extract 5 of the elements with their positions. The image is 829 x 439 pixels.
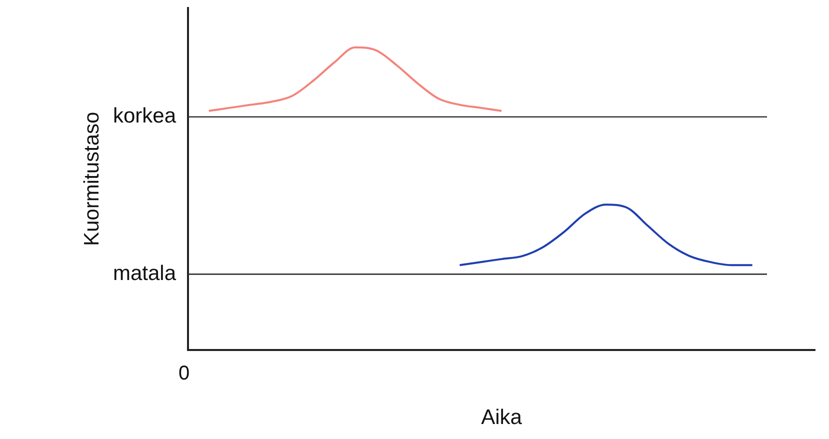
text: 0 xyxy=(178,362,190,384)
ref-line-label: korkea xyxy=(112,104,176,128)
x-axis-title: Aika xyxy=(481,406,522,430)
y-axis-title: Kuormitustaso xyxy=(80,112,104,246)
ref-line-label: matala xyxy=(112,262,176,285)
